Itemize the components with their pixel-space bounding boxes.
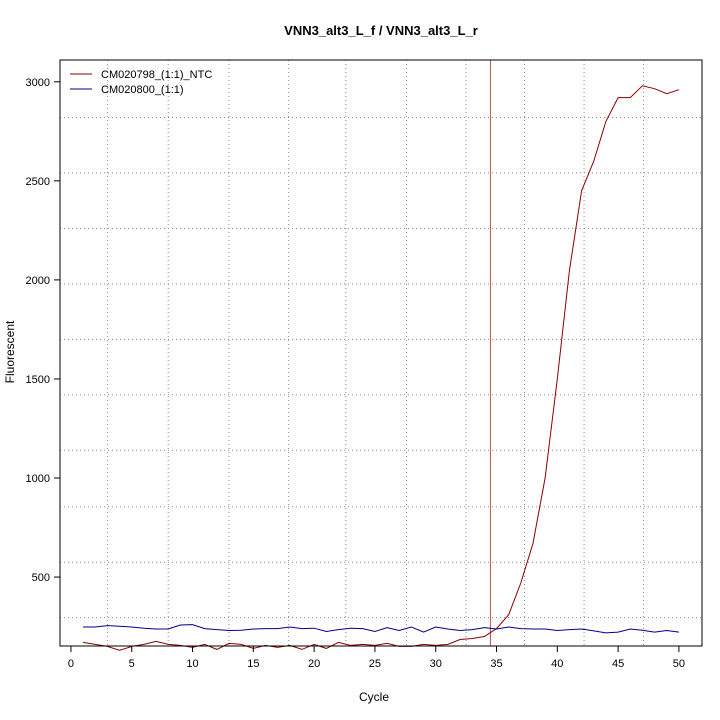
- y-tick-label-5: 3000: [26, 77, 50, 89]
- series-layer: [83, 85, 680, 651]
- y-axis: 500 1000 1500 2000 2500 3000: [26, 77, 61, 584]
- legend: CM020798_(1:1)_NTC CM020800_(1:1): [70, 69, 212, 96]
- x-tick-label-8: 40: [551, 658, 563, 670]
- plot-frame: [59, 59, 703, 647]
- x-tick-label-9: 45: [612, 658, 624, 670]
- series-line-1: [83, 624, 679, 634]
- x-tick-label-5: 25: [369, 658, 381, 670]
- y-tick-label-1: 1000: [26, 473, 50, 485]
- x-axis-label: Cycle: [359, 690, 389, 704]
- x-tick-label-10: 50: [673, 658, 685, 670]
- y-tick-label-3: 2000: [26, 275, 50, 287]
- grid-layer: [60, 60, 702, 646]
- y-tick-label-0: 500: [32, 572, 50, 584]
- series-line-0: [83, 85, 680, 651]
- x-tick-label-6: 30: [430, 658, 442, 670]
- x-tick-label-2: 10: [186, 658, 198, 670]
- x-tick-label-0: 0: [68, 658, 74, 670]
- legend-label-1: CM020800_(1:1): [101, 84, 184, 96]
- chart-title: VNN3_alt3_L_f / VNN3_alt3_L_r: [284, 23, 478, 38]
- x-tick-label-1: 5: [129, 658, 135, 670]
- x-axis: 0 5 10 15 20 25 30 35 40 45 50: [68, 645, 685, 670]
- y-tick-label-4: 2500: [26, 176, 50, 188]
- y-axis-label: Fluorescent: [3, 320, 17, 383]
- x-tick-label-3: 15: [247, 658, 259, 670]
- x-tick-label-7: 35: [490, 658, 502, 670]
- y-tick-label-2: 1500: [26, 374, 50, 386]
- legend-label-0: CM020798_(1:1)_NTC: [101, 69, 212, 81]
- x-tick-label-4: 20: [308, 658, 320, 670]
